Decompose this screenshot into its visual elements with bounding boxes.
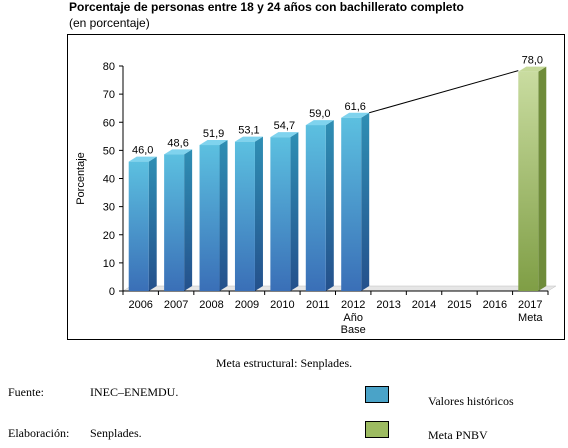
bar-historic-top xyxy=(305,120,334,126)
data-label: 46,0 xyxy=(132,145,153,157)
y-axis-title: Porcentaje xyxy=(75,152,87,205)
source-label: Fuente: xyxy=(8,385,44,399)
bar-historic-front xyxy=(128,161,149,291)
bar-historic-side xyxy=(219,140,228,291)
bar-historic-side xyxy=(184,149,193,291)
elaboration-value: Senplades. xyxy=(90,426,142,440)
data-label: 51,9 xyxy=(203,128,224,140)
bar-historic-front xyxy=(234,141,255,291)
bar-historic-side xyxy=(254,136,263,291)
bar-historic-top xyxy=(199,140,228,146)
y-tick-label: 30 xyxy=(103,202,115,214)
bar-historic-top xyxy=(128,156,157,162)
data-label: 54,7 xyxy=(274,120,295,132)
chart-subtitle: (en porcentaje) xyxy=(69,16,150,30)
elaboration-label: Elaboración: xyxy=(8,426,70,440)
data-label: 59,0 xyxy=(309,108,330,120)
legend-swatch-meta xyxy=(365,421,389,438)
y-tick-label: 20 xyxy=(103,230,115,242)
x-tick-label: 2009 xyxy=(235,299,259,311)
x-tick-sublabel: Base xyxy=(341,324,366,336)
legend-label-meta: Meta PNBV xyxy=(428,428,488,442)
x-tick-label: 2015 xyxy=(447,299,471,311)
bar-historic-top xyxy=(341,112,370,118)
bar-historic-top xyxy=(234,136,263,142)
data-label: 53,1 xyxy=(238,125,259,137)
bar-historic-side xyxy=(325,120,334,291)
data-label: 78,0 xyxy=(522,55,543,67)
structural-goal-note: Meta estructural: Senplades. xyxy=(215,356,353,370)
x-tick-label: 2014 xyxy=(412,299,436,311)
y-tick-label: 60 xyxy=(103,117,115,129)
bar-historic-front xyxy=(341,117,362,291)
x-tick-sublabel: Meta xyxy=(518,312,543,324)
bar-historic xyxy=(341,112,370,291)
x-tick-label: 2008 xyxy=(199,299,223,311)
bar-historic xyxy=(128,156,157,291)
source-value: INEC–ENEMDU. xyxy=(90,385,179,399)
legend-label-historic: Valores históricos xyxy=(428,394,514,408)
bar-historic xyxy=(199,140,228,291)
bar-meta-side xyxy=(538,66,547,291)
bar-meta xyxy=(518,66,547,291)
x-tick-label: 2012 xyxy=(341,299,365,311)
y-tick-label: 40 xyxy=(103,174,115,186)
bar-meta-top xyxy=(518,66,547,72)
y-tick-label: 80 xyxy=(103,61,115,73)
bar-historic-side xyxy=(361,112,370,291)
x-tick-label: 2011 xyxy=(306,299,330,311)
bar-historic-front xyxy=(305,125,326,291)
trend-line xyxy=(369,70,519,114)
chart-frame xyxy=(67,34,565,340)
bar-historic xyxy=(270,132,299,291)
bar-historic-top xyxy=(164,149,193,155)
x-tick-sublabel: Año xyxy=(343,312,363,324)
bar-historic-side xyxy=(148,156,157,291)
x-tick-label: 2016 xyxy=(483,299,507,311)
data-label: 48,6 xyxy=(167,137,188,149)
y-tick-label: 10 xyxy=(103,258,115,270)
bar-historic xyxy=(234,136,263,291)
y-tick-label: 50 xyxy=(103,145,115,157)
x-tick-label: 2013 xyxy=(376,299,400,311)
chart-title: Porcentaje de personas entre 18 y 24 año… xyxy=(69,0,464,14)
x-tick-label: 2007 xyxy=(164,299,188,311)
bar-historic-side xyxy=(290,132,299,291)
x-tick-label: 2006 xyxy=(128,299,152,311)
x-tick-label: 2017 xyxy=(518,299,542,311)
x-tick-label: 2010 xyxy=(270,299,294,311)
bar-historic xyxy=(164,149,193,291)
bar-meta-front xyxy=(518,71,539,291)
bar-historic-top xyxy=(270,132,299,138)
data-label: 61,6 xyxy=(344,101,365,113)
bar-historic-front xyxy=(199,145,220,291)
y-tick-label: 70 xyxy=(103,89,115,101)
bar-historic-front xyxy=(270,137,291,291)
bar-historic-front xyxy=(164,154,185,291)
bar-historic xyxy=(305,120,334,291)
y-tick-label: 0 xyxy=(109,286,115,298)
legend-swatch-historic xyxy=(365,386,389,403)
